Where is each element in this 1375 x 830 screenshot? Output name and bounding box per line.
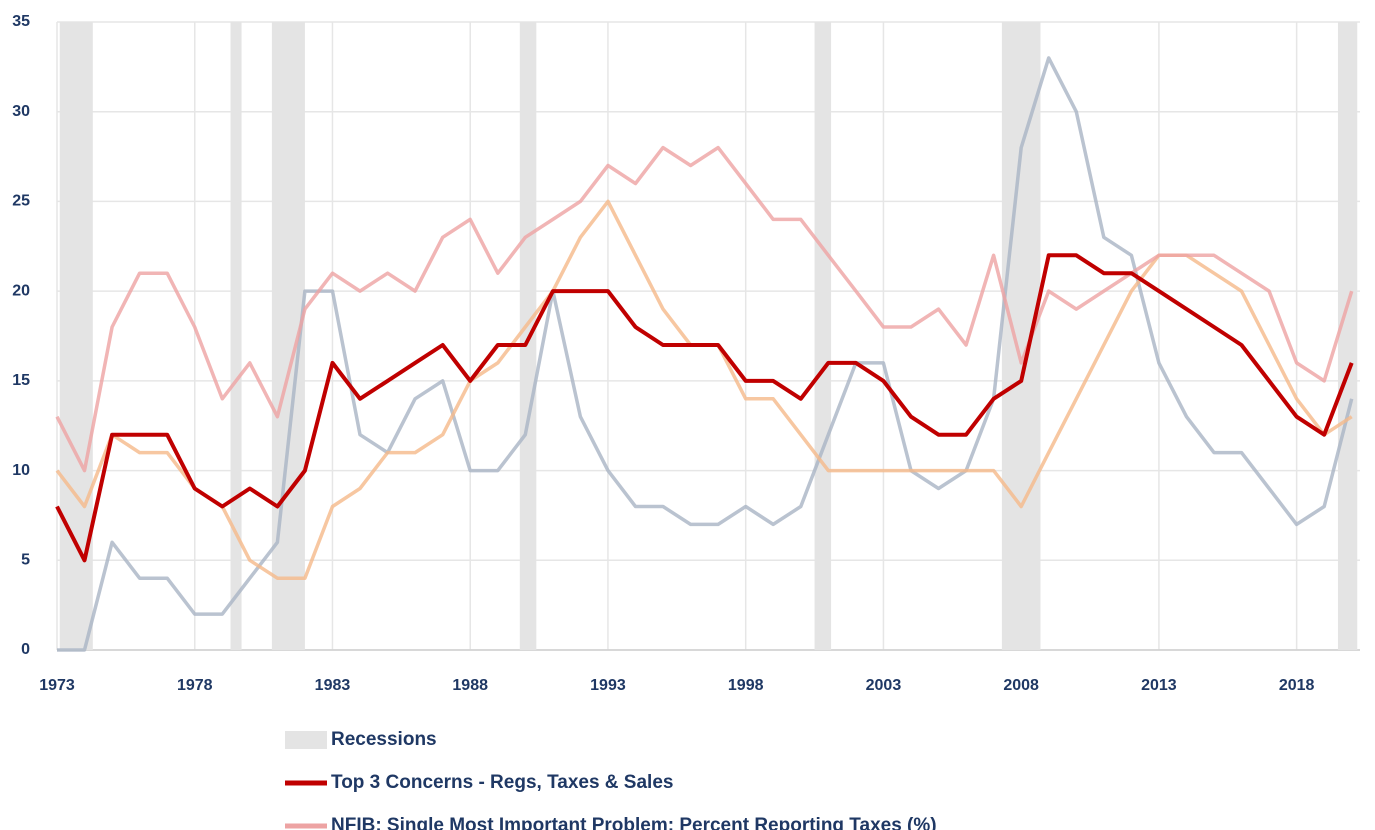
legend-label: Top 3 Concerns - Regs, Taxes & Sales [331, 772, 673, 793]
recession-band [230, 22, 242, 650]
marks [55, 22, 1358, 652]
series-line [55, 253, 1354, 563]
y-tick-label: 20 [12, 282, 30, 299]
x-tick-label: 1983 [315, 677, 351, 694]
x-tick-label: 1993 [590, 677, 626, 694]
grid [56, 21, 1360, 651]
recession-band [1001, 22, 1041, 650]
series-line [55, 145, 1354, 473]
y-tick-label: 5 [21, 552, 30, 569]
recession-band [814, 22, 832, 650]
y-tick-label: 0 [21, 641, 30, 658]
y-tick-label: 30 [12, 103, 30, 120]
legend-label: NFIB: Single Most Important Problem: Per… [331, 815, 937, 830]
x-tick-label: 2003 [866, 677, 902, 694]
y-tick-label: 25 [12, 193, 30, 210]
y-tick-label: 10 [12, 462, 30, 479]
recession-band [59, 22, 93, 650]
legend-swatch [285, 731, 327, 749]
x-tick-label: 1998 [728, 677, 764, 694]
x-tick-label: 1978 [177, 677, 213, 694]
legend-label: Recessions [331, 729, 437, 750]
recession-band [1337, 22, 1358, 650]
y-tick-label: 15 [12, 372, 30, 389]
legend: Recessions Top 3 Concerns - Regs, Taxes &… [285, 729, 937, 830]
x-tick-label: 2018 [1279, 677, 1315, 694]
series-line [57, 56, 1354, 652]
x-tick-label: 1988 [452, 677, 488, 694]
x-tick-label: 1973 [39, 677, 75, 694]
x-tick-label: 2013 [1141, 677, 1177, 694]
y-tick-label: 35 [12, 13, 30, 30]
x-tick-label: 2008 [1003, 677, 1039, 694]
labels: 0 5 10 15 20 25 30 35 1973 1978 1983 1988 1993 1998 20… [12, 13, 1314, 694]
